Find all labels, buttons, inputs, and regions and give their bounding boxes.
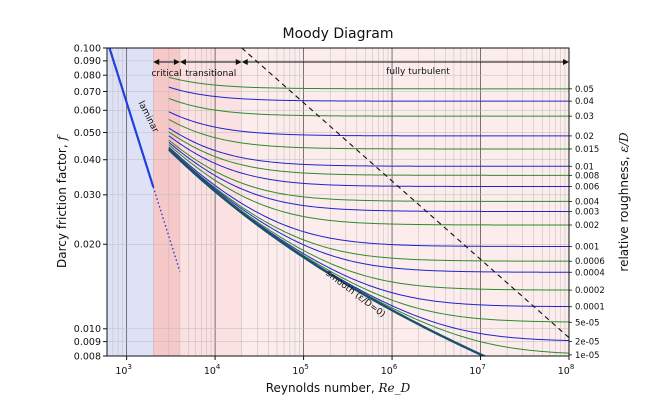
roughness-curve-0.02: [168, 111, 569, 137]
roughness-curve-0.04: [168, 86, 569, 102]
turbulence-boundary-dashed: [241, 48, 569, 339]
x-tick-label: 108: [558, 363, 575, 377]
x-axis-label: Reynolds number, Re_D: [266, 381, 411, 395]
roughness-curve-0.006: [168, 135, 569, 188]
transitional-label: transitional: [185, 69, 236, 79]
critical-label: critical: [151, 69, 181, 79]
y-tick-label: 0.008: [74, 351, 101, 362]
x-tick-label: 107: [469, 363, 486, 377]
y-tick-label: 0.080: [74, 71, 101, 82]
roughness-label-5e-05: 5e-05: [575, 318, 600, 328]
roughness-curve-0.01: [168, 127, 569, 167]
fully-turbulent-arrow: [241, 59, 569, 65]
y-tick-label: 0.090: [74, 56, 101, 67]
roughness-label-0.001: 0.001: [575, 243, 599, 253]
laminar-extension-dotted: [152, 186, 181, 272]
y-tick-label: 0.009: [74, 337, 101, 348]
roughness-label-2e-05: 2e-05: [575, 337, 600, 347]
plot-frame: [106, 47, 570, 357]
roughness-curve-0.002: [168, 144, 569, 226]
roughness-label-0.04: 0.04: [575, 97, 594, 107]
y-tick-label: 0.010: [74, 324, 101, 335]
laminar-line: [108, 48, 155, 188]
y-tick-label: 0.060: [74, 106, 101, 117]
x-tick-label: 104: [204, 363, 221, 377]
roughness-curve-0.0002: [168, 148, 569, 291]
roughness-curve-0.015: [168, 118, 569, 150]
roughness-label-0.05: 0.05: [575, 85, 594, 95]
fully-turbulent-label: fully turbulent: [386, 67, 450, 77]
x-tick-label: 103: [115, 363, 132, 377]
roughness-label-1e-05: 1e-05: [575, 351, 600, 361]
transitional-arrow-head-left: [179, 59, 186, 65]
roughness-curve-0.004: [168, 139, 569, 202]
roughness-curves: [168, 76, 569, 356]
roughness-label-0.03: 0.03: [575, 112, 594, 122]
transitional-arrow: [179, 59, 242, 65]
roughness-label-0.006: 0.006: [575, 183, 599, 193]
roughness-curve-0.05: [168, 76, 569, 90]
roughness-labels: 0.05 0.04 0.03 0.02 0.015 0.010.008 0.006 0.004…: [569, 85, 605, 361]
roughness-curve-0.0004: [168, 148, 569, 273]
region-critical: [153, 48, 180, 356]
y-tick-label: 0.040: [74, 155, 101, 166]
x-tick-label: 105: [292, 363, 309, 377]
x-tick-label: 106: [381, 363, 398, 377]
region-laminar: [107, 48, 154, 356]
y-tick-label: 0.050: [74, 128, 101, 139]
roughness-curve-0.001: [168, 146, 569, 247]
roughness-label-0.01: 0.01: [575, 162, 594, 172]
roughness-label-0.008: 0.008: [575, 171, 599, 181]
region-fully-turbulent: [241, 48, 569, 356]
roughness-curve-0.03: [168, 97, 569, 117]
critical-arrow-head-right: [173, 59, 180, 65]
transitional-arrow-head-right: [235, 59, 242, 65]
special-lines: [108, 48, 569, 339]
y-axis-label: Darcy friction factor, f: [55, 133, 69, 267]
y-tick-label: 0.070: [74, 87, 101, 98]
y-tick-label: 0.100: [74, 43, 101, 54]
chart-title: Moody Diagram: [283, 26, 394, 42]
smooth-pipe-curve: [168, 148, 487, 356]
grid-lines: [107, 48, 569, 356]
roughness-curve-0.0006: [168, 147, 569, 262]
roughness-label-0.0001: 0.0001: [575, 303, 605, 313]
y-tick-label: 0.020: [74, 240, 101, 251]
roughness-label-0.003: 0.003: [575, 207, 599, 217]
roughness-label-0.0006: 0.0006: [575, 257, 605, 267]
critical-arrow-head-left: [153, 59, 160, 65]
y-axis-ticks: 0.100 0.090 0.080 0.070 0.060 0.050 0.040 0.030…: [74, 43, 107, 362]
fully-turbulent-arrow-head-right: [563, 59, 569, 65]
critical-arrow: [153, 59, 180, 65]
y-tick-label: 0.030: [74, 190, 101, 201]
roughness-label-0.015: 0.015: [575, 145, 599, 155]
roughness-curve-0.008: [168, 131, 569, 176]
x-axis-ticks: 103 104 105 106 107 108: [115, 356, 574, 377]
flow-regions: [107, 48, 569, 356]
roughness-label-0.0004: 0.0004: [575, 268, 605, 278]
fully-turbulent-arrow-head-left: [241, 59, 248, 65]
y2-axis-label: relative roughness, ε/D: [617, 132, 631, 272]
roughness-label-0.02: 0.02: [575, 132, 594, 142]
roughness-label-0.004: 0.004: [575, 197, 599, 207]
roughness-label-0.0002: 0.0002: [575, 286, 605, 296]
roughness-label-0.002: 0.002: [575, 221, 599, 231]
roughness-curve-0.003: [168, 141, 569, 212]
